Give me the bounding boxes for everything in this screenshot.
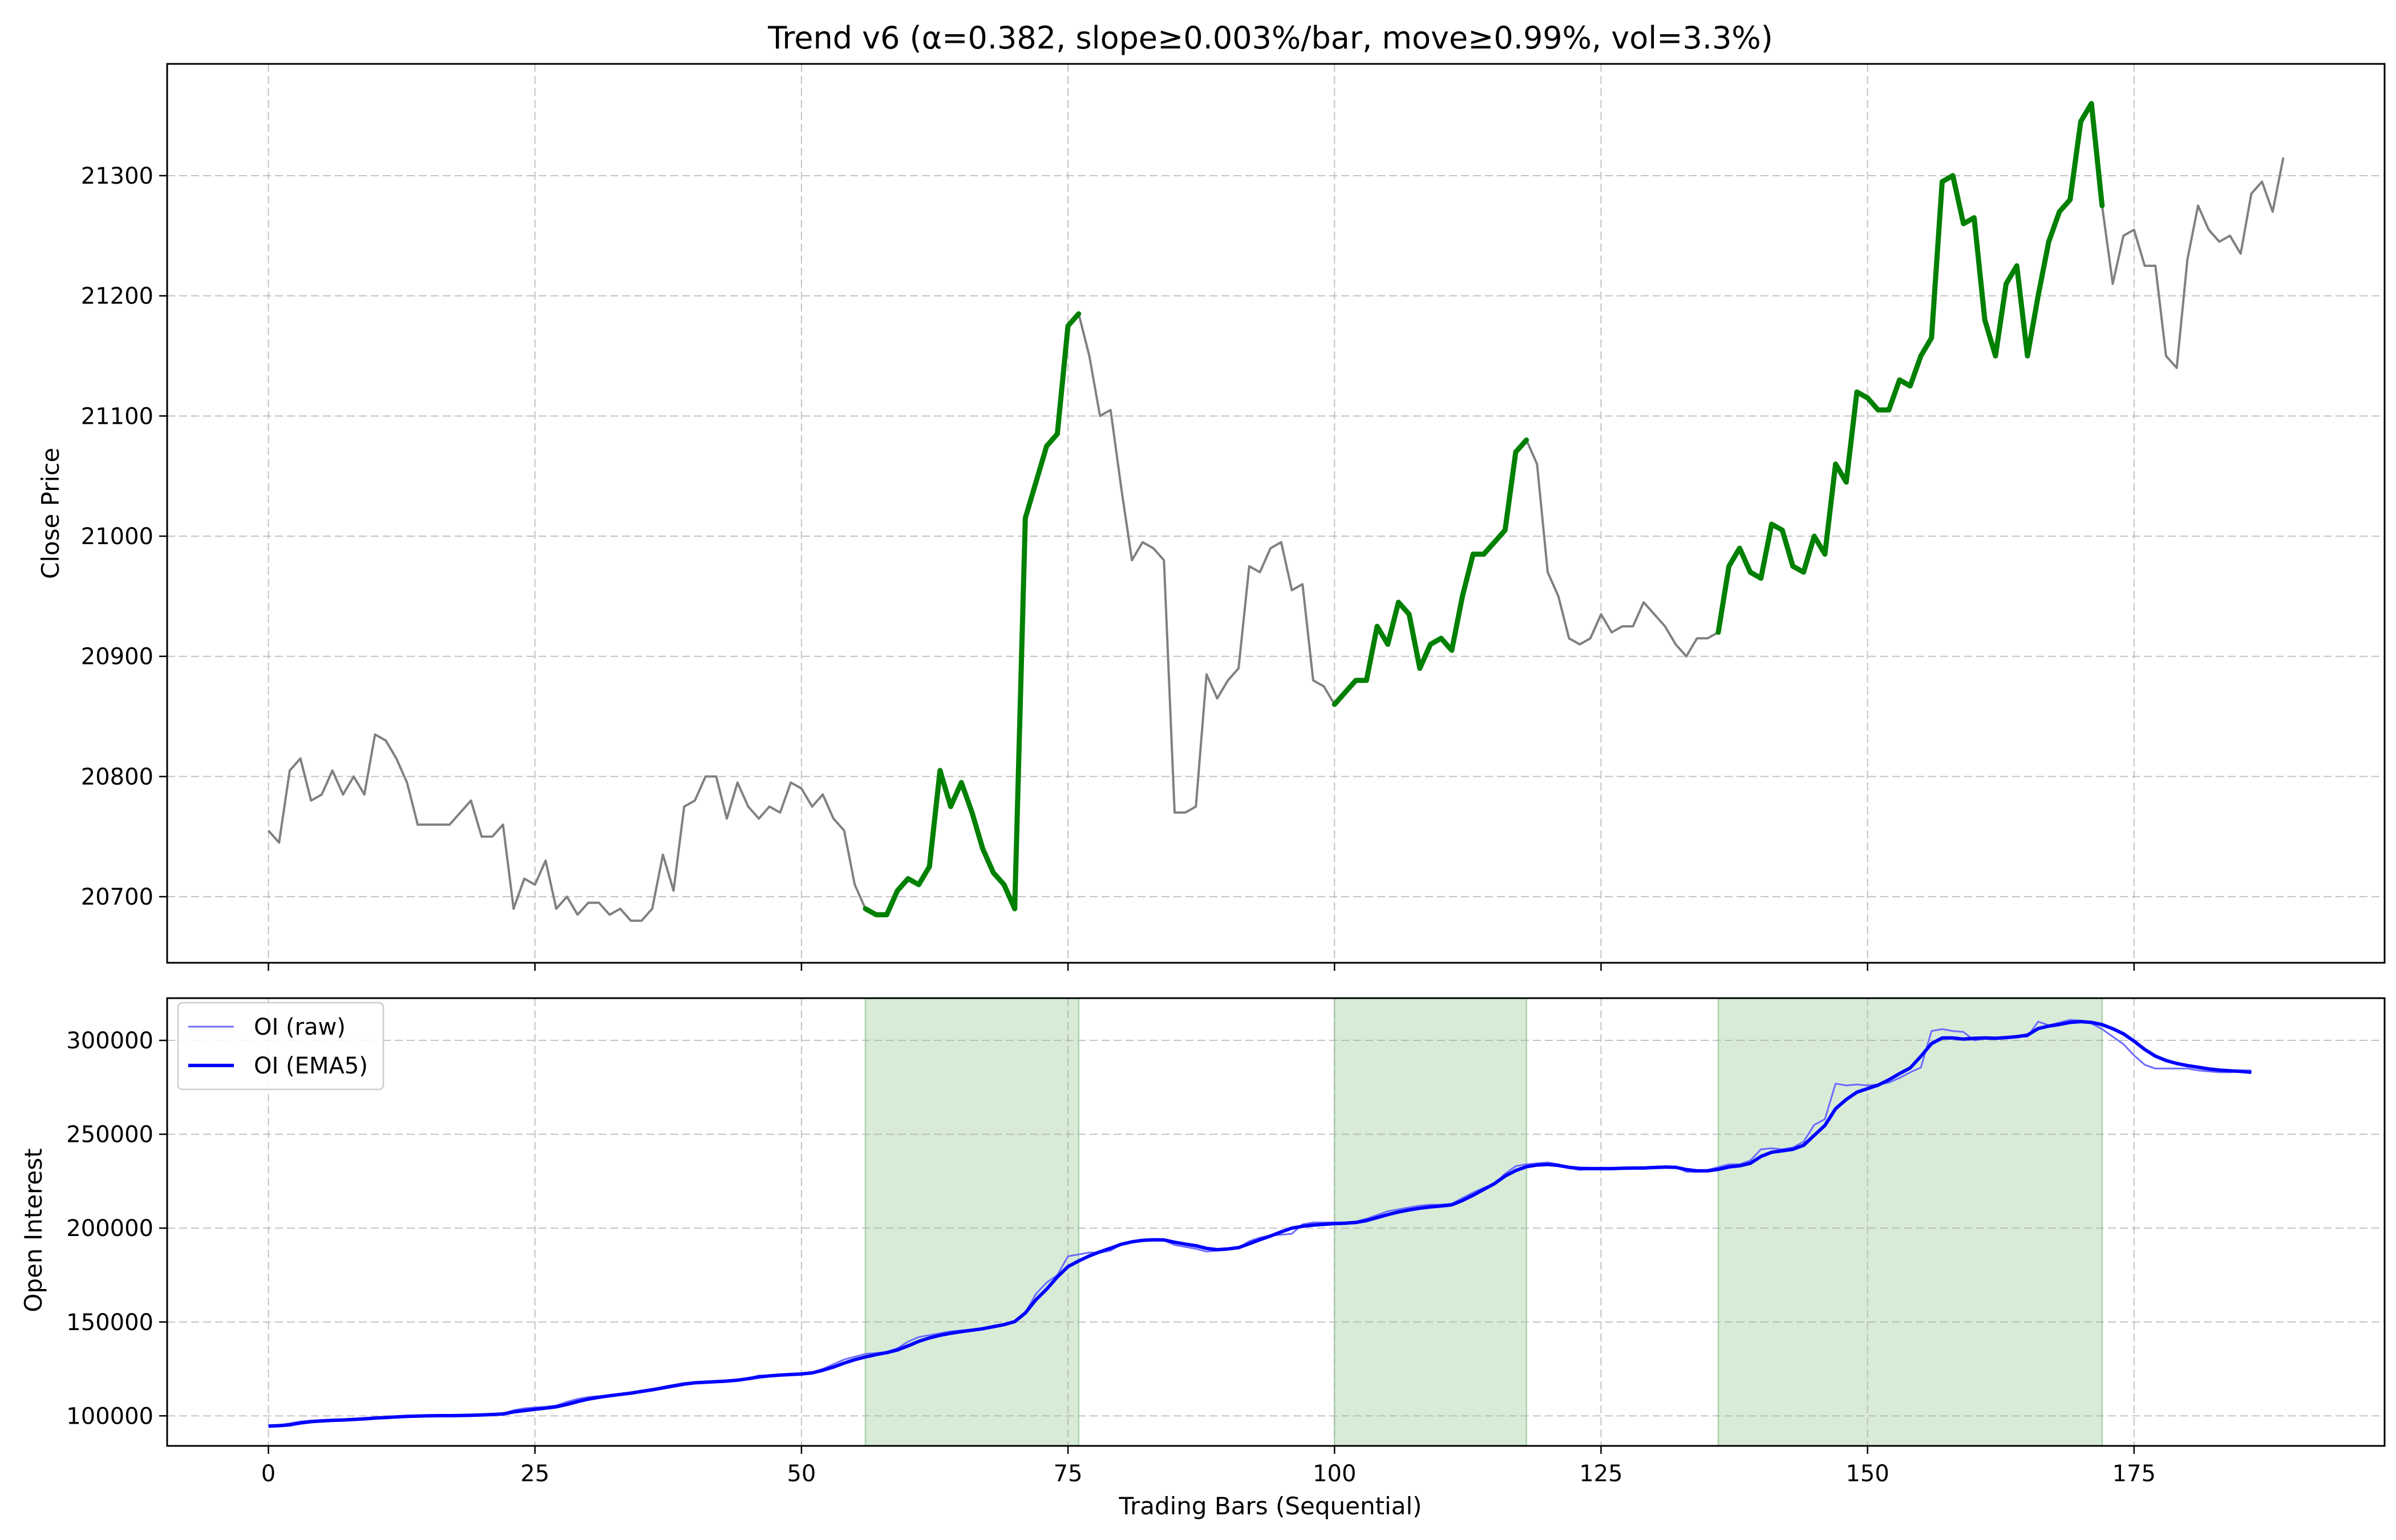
trend-segment-line <box>1331 437 1529 707</box>
y-tick-label: 21300 <box>81 163 153 189</box>
y-tick-label: 150000 <box>66 1310 153 1336</box>
legend: OI (raw) OI (EMA5) <box>177 1002 385 1091</box>
trend-shaded-region <box>864 997 1080 1447</box>
y-tick-label: 20800 <box>81 764 153 790</box>
x-tick-label: 75 <box>1054 1461 1083 1487</box>
x-tick-label: 25 <box>520 1461 549 1487</box>
y-tick-label: 100000 <box>66 1403 153 1429</box>
legend-label-raw: OI (raw) <box>254 1014 346 1040</box>
y-tick-label: 200000 <box>66 1215 153 1242</box>
price-y-axis-label: Close Price <box>37 448 64 579</box>
x-tick-label: 175 <box>2112 1461 2156 1487</box>
y-tick-label: 250000 <box>66 1122 153 1148</box>
price-ticks: 20700 20800 20900 21000 21100 21200 21300 <box>81 163 2135 971</box>
price-gridlines <box>167 64 2385 963</box>
x-tick-label: 50 <box>787 1461 816 1487</box>
x-tick-label: 150 <box>1845 1461 1889 1487</box>
oi-shaded-regions <box>864 997 2103 1447</box>
x-axis-label: Trading Bars (Sequential) <box>1118 1492 1422 1520</box>
oi-ema-line <box>268 1020 2252 1428</box>
trend-segment-line <box>1715 101 2105 635</box>
chart-title: Trend v6 (α=0.382, slope≥0.003%/bar, mov… <box>767 20 1773 56</box>
y-tick-label: 20700 <box>81 884 153 910</box>
price-plot-area <box>268 101 2285 922</box>
x-tick-label: 0 <box>261 1461 276 1487</box>
trend-segment-line <box>863 768 1018 918</box>
y-tick-label: 21200 <box>81 283 153 310</box>
price-panel: 20700 20800 20900 21000 21100 21200 21300 Clos… <box>37 63 2386 971</box>
oi-ticks: 0 25 50 75 100 125 150 175 100000 150000 200000 250… <box>66 1028 2156 1487</box>
oi-plot-area <box>268 1019 2252 1428</box>
oi-y-axis-label: Open Interest <box>19 1148 47 1312</box>
price-axes-frame <box>166 63 2386 964</box>
oi-axes-frame <box>166 997 2386 1447</box>
trend-segment-line <box>1012 311 1082 911</box>
trend-shaded-region <box>1717 997 2103 1447</box>
y-tick-label: 21100 <box>81 403 153 429</box>
y-tick-label: 20900 <box>81 644 153 670</box>
y-tick-label: 21000 <box>81 524 153 550</box>
x-tick-label: 100 <box>1313 1461 1356 1487</box>
legend-box <box>177 1002 385 1091</box>
legend-label-ema: OI (EMA5) <box>254 1053 368 1079</box>
oi-gridlines <box>167 998 2385 1446</box>
open-interest-panel: 0 25 50 75 100 125 150 175 100000 150000 200000 250… <box>19 997 2386 1520</box>
x-tick-label: 125 <box>1579 1461 1622 1487</box>
y-tick-label: 300000 <box>66 1028 153 1054</box>
